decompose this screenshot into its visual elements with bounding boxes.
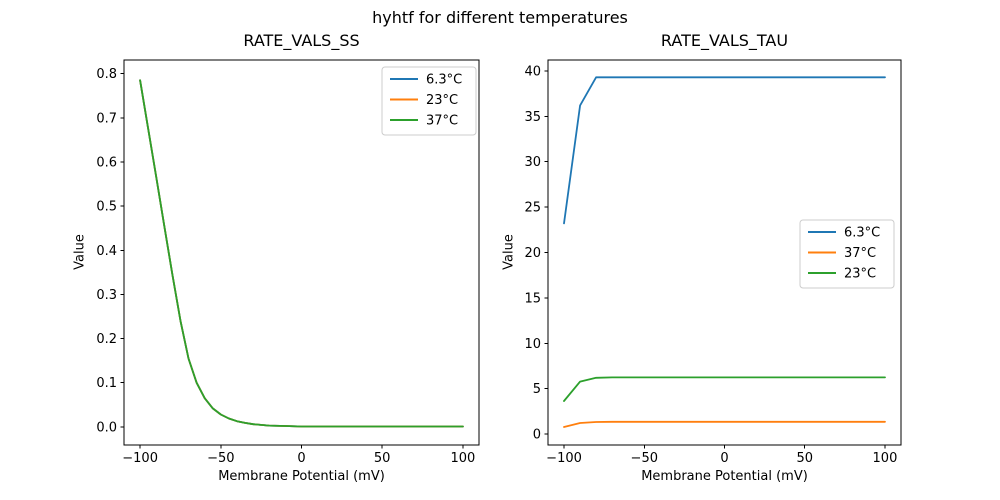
y-tick-label: 0.7	[96, 111, 117, 126]
legend-item-label: 6.3°C	[426, 73, 462, 88]
series-line-0	[563, 76, 886, 225]
y-tick-label: 40	[524, 64, 541, 79]
y-tick-label: 0.6	[96, 155, 117, 170]
right-yaxis-label: Value	[501, 234, 517, 270]
legend-item-label: 37°C	[426, 114, 458, 129]
right-plot-title: RATE_VALS_TAU	[660, 31, 789, 50]
legend: 6.3°C 37°C 23°C	[799, 219, 895, 289]
figure-suptitle: hyhtf for different temperatures	[372, 8, 628, 27]
y-tick-label: 30	[524, 155, 541, 170]
x-tick-label: −50	[207, 451, 234, 466]
y-tick-label: 0.2	[96, 332, 117, 347]
y-tick-label: 0.3	[96, 288, 117, 303]
y-tick-label: 10	[524, 337, 541, 352]
subplot-0: −100 −50 0 50 100 0.0 0.1 0.2 0.3 0.4 0.5 0.6 0.7 0.8…	[96, 59, 480, 466]
y-tick-label: 5	[533, 382, 541, 397]
legend-item-label: 23°C	[844, 267, 876, 282]
y-tick-label: 0.8	[96, 67, 117, 82]
y-tick-label: 25	[524, 201, 541, 216]
series-line-1	[563, 420, 886, 428]
y-tick-label: 0.5	[96, 200, 117, 215]
legend-item-label: 23°C	[426, 93, 458, 108]
x-tick-label: 100	[450, 451, 475, 466]
x-tick-label: 0	[720, 451, 728, 466]
y-tick-label: 20	[524, 246, 541, 261]
y-tick-label: 0.1	[96, 376, 117, 391]
legend-item-label: 37°C	[844, 246, 876, 261]
x-tick-label: −100	[546, 451, 582, 466]
legend-box	[799, 219, 895, 289]
x-tick-label: 100	[873, 451, 898, 466]
x-tick-label: −50	[631, 451, 658, 466]
x-tick-label: −100	[122, 451, 158, 466]
legend: 6.3°C 23°C 37°C	[381, 66, 477, 136]
x-tick-label: 50	[796, 451, 813, 466]
subplot-1: −100 −50 0 50 100 0 5 10 15 20 25 30 35 40 6.3°C 37°C 23…	[524, 59, 902, 466]
x-tick-label: 50	[374, 451, 391, 466]
y-tick-label: 0.4	[96, 244, 117, 259]
y-tick-label: 0.0	[96, 420, 117, 435]
y-tick-label: 35	[524, 110, 541, 125]
y-tick-label: 15	[524, 291, 541, 306]
right-xaxis-label: Membrane Potential (mV)	[641, 469, 808, 484]
series-line-2	[139, 79, 464, 428]
legend-box	[381, 66, 477, 136]
y-tick-label: 0	[533, 428, 541, 443]
left-yaxis-label: Value	[72, 234, 88, 270]
left-xaxis-label: Membrane Potential (mV)	[218, 469, 385, 484]
x-tick-label: 0	[297, 451, 305, 466]
series-line-2	[563, 376, 886, 402]
legend-item-label: 6.3°C	[844, 226, 880, 241]
left-plot-title: RATE_VALS_SS	[243, 31, 360, 50]
